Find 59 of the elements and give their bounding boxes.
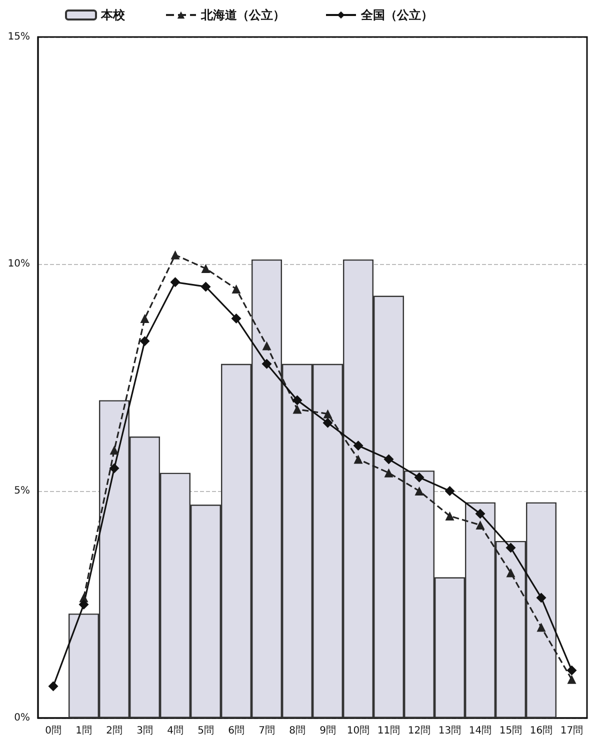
point <box>353 440 364 451</box>
point <box>506 542 516 553</box>
x-tick-label: 0問 <box>45 726 62 736</box>
point <box>201 264 210 274</box>
x-tick-label: 17問 <box>560 726 584 736</box>
point <box>354 454 363 464</box>
point <box>567 674 576 684</box>
point <box>140 314 150 323</box>
point <box>262 341 272 350</box>
point <box>231 313 242 324</box>
point <box>78 600 89 610</box>
point <box>322 418 333 428</box>
point <box>476 520 485 530</box>
legend-label: 北海道（公立） <box>200 8 285 22</box>
point <box>445 511 454 520</box>
point <box>444 486 455 496</box>
x-tick-label: 6問 <box>228 726 244 736</box>
point <box>232 284 241 294</box>
point <box>475 508 486 519</box>
x-tick-label: 13問 <box>438 726 462 736</box>
x-tick-label: 14問 <box>468 726 492 736</box>
x-tick-label: 16問 <box>530 726 553 736</box>
point <box>48 681 58 692</box>
point <box>506 568 516 578</box>
x-tick-label: 12問 <box>408 726 431 736</box>
point <box>536 622 546 632</box>
x-tick-label: 4問 <box>167 726 184 736</box>
x-tick-label: 11問 <box>377 726 400 736</box>
legend-label: 全国（公立） <box>360 8 433 22</box>
x-tick-label: 8問 <box>289 726 306 736</box>
x-tick-label: 3問 <box>136 726 153 736</box>
x-tick-label: 10問 <box>346 726 370 736</box>
x-tick-label: 5問 <box>198 726 214 736</box>
point <box>566 665 577 676</box>
point <box>110 446 119 455</box>
y-tick-label: 5% <box>14 486 30 496</box>
legend-label: 本校 <box>100 8 126 22</box>
point <box>292 395 302 406</box>
x-tick-label: 7問 <box>258 726 275 736</box>
point <box>200 282 211 292</box>
x-tick-label: 2問 <box>106 726 122 736</box>
point <box>384 454 394 464</box>
point <box>292 404 302 414</box>
point <box>414 472 424 482</box>
y-tick-label: 10% <box>8 258 30 270</box>
point <box>536 592 546 603</box>
point <box>262 358 272 369</box>
point <box>323 409 332 418</box>
point <box>384 468 394 478</box>
point <box>414 486 424 496</box>
point <box>170 277 180 288</box>
y-tick-label: 15% <box>8 32 30 42</box>
x-tick-label: 15問 <box>499 726 522 736</box>
point <box>109 463 120 474</box>
x-tick-label: 1問 <box>76 726 92 736</box>
point <box>170 250 180 260</box>
x-tick-label: 9問 <box>320 726 336 736</box>
y-tick-label: 0% <box>14 712 30 724</box>
point <box>140 336 150 346</box>
